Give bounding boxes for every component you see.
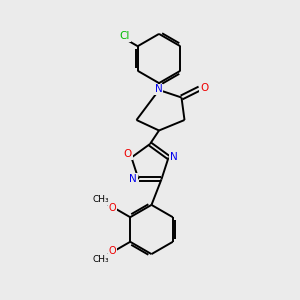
Text: O: O xyxy=(109,203,116,213)
Text: CH₃: CH₃ xyxy=(93,195,110,204)
Text: N: N xyxy=(129,174,137,184)
Text: N: N xyxy=(170,152,178,163)
Text: Cl: Cl xyxy=(120,31,130,41)
Text: N: N xyxy=(154,84,162,94)
Text: O: O xyxy=(124,149,132,160)
Text: O: O xyxy=(200,83,208,93)
Text: CH₃: CH₃ xyxy=(93,255,110,264)
Text: O: O xyxy=(109,245,116,256)
